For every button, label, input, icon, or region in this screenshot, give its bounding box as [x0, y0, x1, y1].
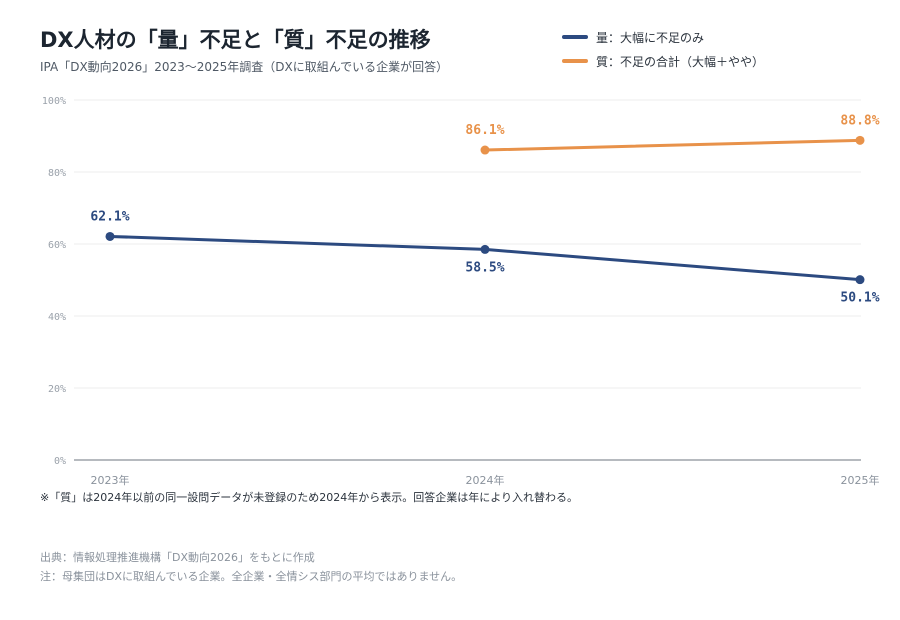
x-tick-label: 2024年 — [466, 473, 505, 487]
legend-label-quantity: 量：大幅に不足のみ — [596, 30, 705, 45]
data-label: 88.8% — [840, 113, 879, 128]
source-notes: 出典：情報処理推進機構「DX動向2026」をもとに作成 注：母集団はDXに取組ん… — [40, 548, 462, 586]
y-tick-label: 60% — [48, 240, 66, 251]
x-tick-label: 2023年 — [91, 473, 130, 487]
legend-item-quantity: 量：大幅に不足のみ — [562, 30, 764, 45]
source-line: 出典：情報処理推進機構「DX動向2026」をもとに作成 — [40, 551, 315, 564]
chart-title: DX人材の「量」不足と「質」不足の推移 — [40, 28, 431, 52]
legend: 量：大幅に不足のみ 質：不足の合計（大幅＋やや） — [562, 30, 764, 78]
data-point — [855, 135, 865, 145]
y-tick-label: 20% — [48, 384, 66, 395]
data-label: 86.1% — [465, 123, 504, 138]
population-note: 注：母集団はDXに取組んでいる企業。全企業・全情シス部門の平均ではありません。 — [40, 570, 463, 583]
y-tick-label: 100% — [42, 96, 66, 107]
series-line-quality — [483, 138, 862, 152]
legend-label-quality: 質：不足の合計（大幅＋やや） — [596, 54, 765, 69]
data-label: 62.1% — [90, 209, 129, 224]
data-label: 50.1% — [840, 291, 879, 306]
data-label: 58.5% — [465, 260, 504, 275]
data-point — [480, 145, 490, 155]
chart-note: ※「質」は2024年以前の同一設問データが未登録のため2024年から表示。回答企… — [40, 491, 578, 504]
y-tick-label: 40% — [48, 312, 66, 323]
data-point — [855, 275, 865, 285]
y-tick-label: 80% — [48, 168, 66, 179]
legend-swatch-quality — [562, 59, 588, 63]
y-tick-label: 0% — [54, 456, 66, 467]
data-point — [480, 244, 490, 254]
data-point — [105, 231, 115, 241]
legend-swatch-quantity — [562, 35, 588, 39]
legend-item-quality: 質：不足の合計（大幅＋やや） — [562, 54, 765, 69]
x-tick-label: 2025年 — [841, 473, 880, 487]
chart-subtitle: IPA「DX動向2026」2023〜2025年調査（DXに取組んでいる企業が回答… — [40, 60, 449, 74]
